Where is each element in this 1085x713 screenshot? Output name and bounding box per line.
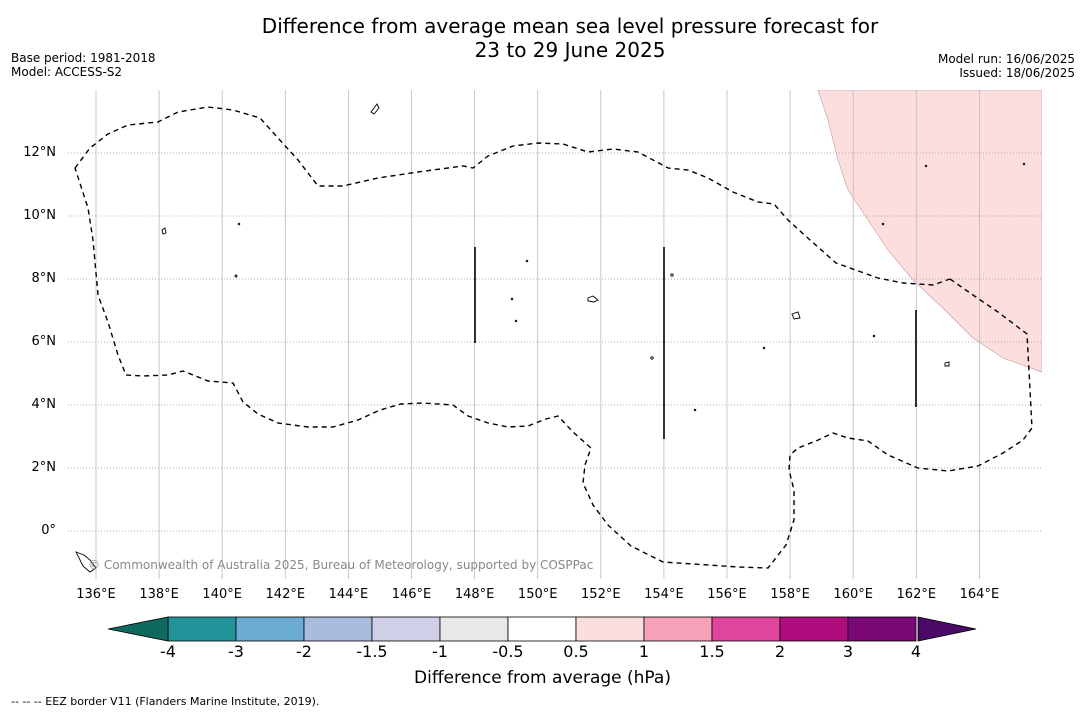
colorbar-tick-label: 0.5 bbox=[563, 642, 589, 661]
title-line-2: 23 to 29 June 2025 bbox=[474, 38, 666, 62]
issued-date: Issued: 18/06/2025 bbox=[959, 66, 1075, 80]
eez-border-west bbox=[74, 106, 951, 286]
lon-tick-label: 146°E bbox=[391, 587, 432, 602]
colorbar-tick-label: -0.5 bbox=[492, 642, 524, 661]
model-run: Model run: 16/06/2025 bbox=[937, 52, 1075, 66]
lon-tick-label: 156°E bbox=[707, 587, 747, 602]
title-line-1: Difference from average mean sea level p… bbox=[261, 14, 879, 38]
colorbar-cell bbox=[235, 616, 305, 642]
colorbar-cell bbox=[779, 616, 849, 642]
island-dot-13 bbox=[1022, 162, 1026, 166]
colorbar-over-arrow bbox=[917, 616, 977, 642]
lon-tick-label: 162°E bbox=[896, 587, 937, 602]
colorbar-cell bbox=[847, 616, 917, 642]
lon-tick-label: 144°E bbox=[328, 587, 369, 602]
colorbar-cell bbox=[439, 616, 509, 642]
island-dot-11 bbox=[872, 334, 876, 338]
colorbar-cell bbox=[711, 616, 781, 642]
lat-tick-label: 10°N bbox=[23, 208, 56, 223]
colorbar-tick-label: 2 bbox=[774, 642, 786, 661]
island-png-north bbox=[75, 551, 97, 573]
lon-tick-label: 152°E bbox=[581, 587, 621, 602]
colorbar-cell bbox=[575, 616, 645, 642]
colorbar-tick-label: 1 bbox=[638, 642, 650, 661]
colorbar bbox=[108, 616, 977, 642]
island-dot-5 bbox=[514, 319, 518, 323]
colorbar-tick-label: -1 bbox=[432, 642, 448, 661]
meta-left: Base period: 1981-2018 Model: ACCESS-S2 bbox=[11, 51, 156, 79]
colorbar-tick-label: -1.5 bbox=[356, 642, 388, 661]
island-dot-7 bbox=[650, 356, 654, 360]
lat-tick-label: 2°N bbox=[31, 460, 57, 475]
lon-tick-label: 164°E bbox=[959, 587, 1000, 602]
colorbar-under-arrow bbox=[108, 616, 169, 642]
islands bbox=[75, 103, 1026, 573]
lon-tick-label: 158°E bbox=[770, 587, 810, 602]
map-panel: © Commonwealth of Australia 2025, Bureau… bbox=[68, 90, 1042, 579]
lon-tick-label: 140°E bbox=[202, 587, 242, 602]
shaded-region bbox=[817, 90, 1042, 373]
lon-tick-label: 136°E bbox=[76, 587, 116, 602]
colorbar-tick-label: 4 bbox=[910, 642, 922, 661]
island-dot-6 bbox=[670, 273, 674, 277]
lon-tick-label: 142°E bbox=[265, 587, 306, 602]
eez-border-east bbox=[74, 167, 1033, 569]
island-dot-4 bbox=[510, 297, 514, 301]
lat-tick-label: 8°N bbox=[31, 271, 57, 286]
island-yap bbox=[161, 227, 167, 235]
lat-tick-label: 6°N bbox=[31, 334, 57, 349]
base-period: Base period: 1981-2018 bbox=[11, 51, 156, 65]
map-title: Difference from average mean sea level p… bbox=[0, 14, 1085, 62]
colorbar-title: Difference from average (hPa) bbox=[414, 668, 671, 688]
colorbar-cell bbox=[371, 616, 441, 642]
island-dot-1 bbox=[234, 274, 238, 278]
lon-tick-label: 150°E bbox=[517, 587, 558, 602]
colorbar-tick-label: 1.5 bbox=[699, 642, 725, 661]
lon-tick-label: 160°E bbox=[833, 587, 873, 602]
island-dot-12 bbox=[924, 164, 928, 168]
lat-tick-label: 4°N bbox=[31, 397, 57, 412]
lon-tick-label: 148°E bbox=[454, 587, 495, 602]
lon-tick-label: 154°E bbox=[644, 587, 684, 602]
island-dot-3 bbox=[525, 259, 529, 263]
lat-tick-label: 12°N bbox=[23, 145, 56, 160]
island-pohnpei bbox=[791, 311, 801, 320]
colorbar-tick-label: -2 bbox=[296, 642, 312, 661]
island-dot-9 bbox=[762, 346, 766, 350]
island-guam bbox=[370, 103, 380, 115]
lat-tick-label: 0° bbox=[41, 523, 56, 538]
colorbar-cells bbox=[167, 616, 917, 642]
colorbar-cell bbox=[507, 616, 577, 642]
colorbar-tick-label: -4 bbox=[160, 642, 176, 661]
colorbar-cell bbox=[167, 616, 237, 642]
colorbar-cell bbox=[303, 616, 373, 642]
model-name: Model: ACCESS-S2 bbox=[11, 65, 123, 79]
island-dot-10 bbox=[881, 222, 885, 226]
island-dot-8 bbox=[693, 408, 697, 412]
copyright-notice: © Commonwealth of Australia 2025, Bureau… bbox=[88, 558, 594, 572]
colorbar-cell bbox=[643, 616, 713, 642]
colorbar-tick-label: 3 bbox=[842, 642, 854, 661]
island-chuuk bbox=[587, 295, 599, 303]
colorbar-tick-label: -3 bbox=[228, 642, 244, 661]
meta-right: Model run: 16/06/2025 Issued: 18/06/2025 bbox=[938, 52, 1075, 80]
eez-footnote: -- -- -- EEZ border V11 (Flanders Marine… bbox=[11, 695, 320, 708]
island-kosrae bbox=[944, 361, 950, 367]
lon-tick-label: 138°E bbox=[139, 587, 179, 602]
map-svg bbox=[68, 90, 1042, 579]
island-dot-2 bbox=[237, 222, 241, 226]
